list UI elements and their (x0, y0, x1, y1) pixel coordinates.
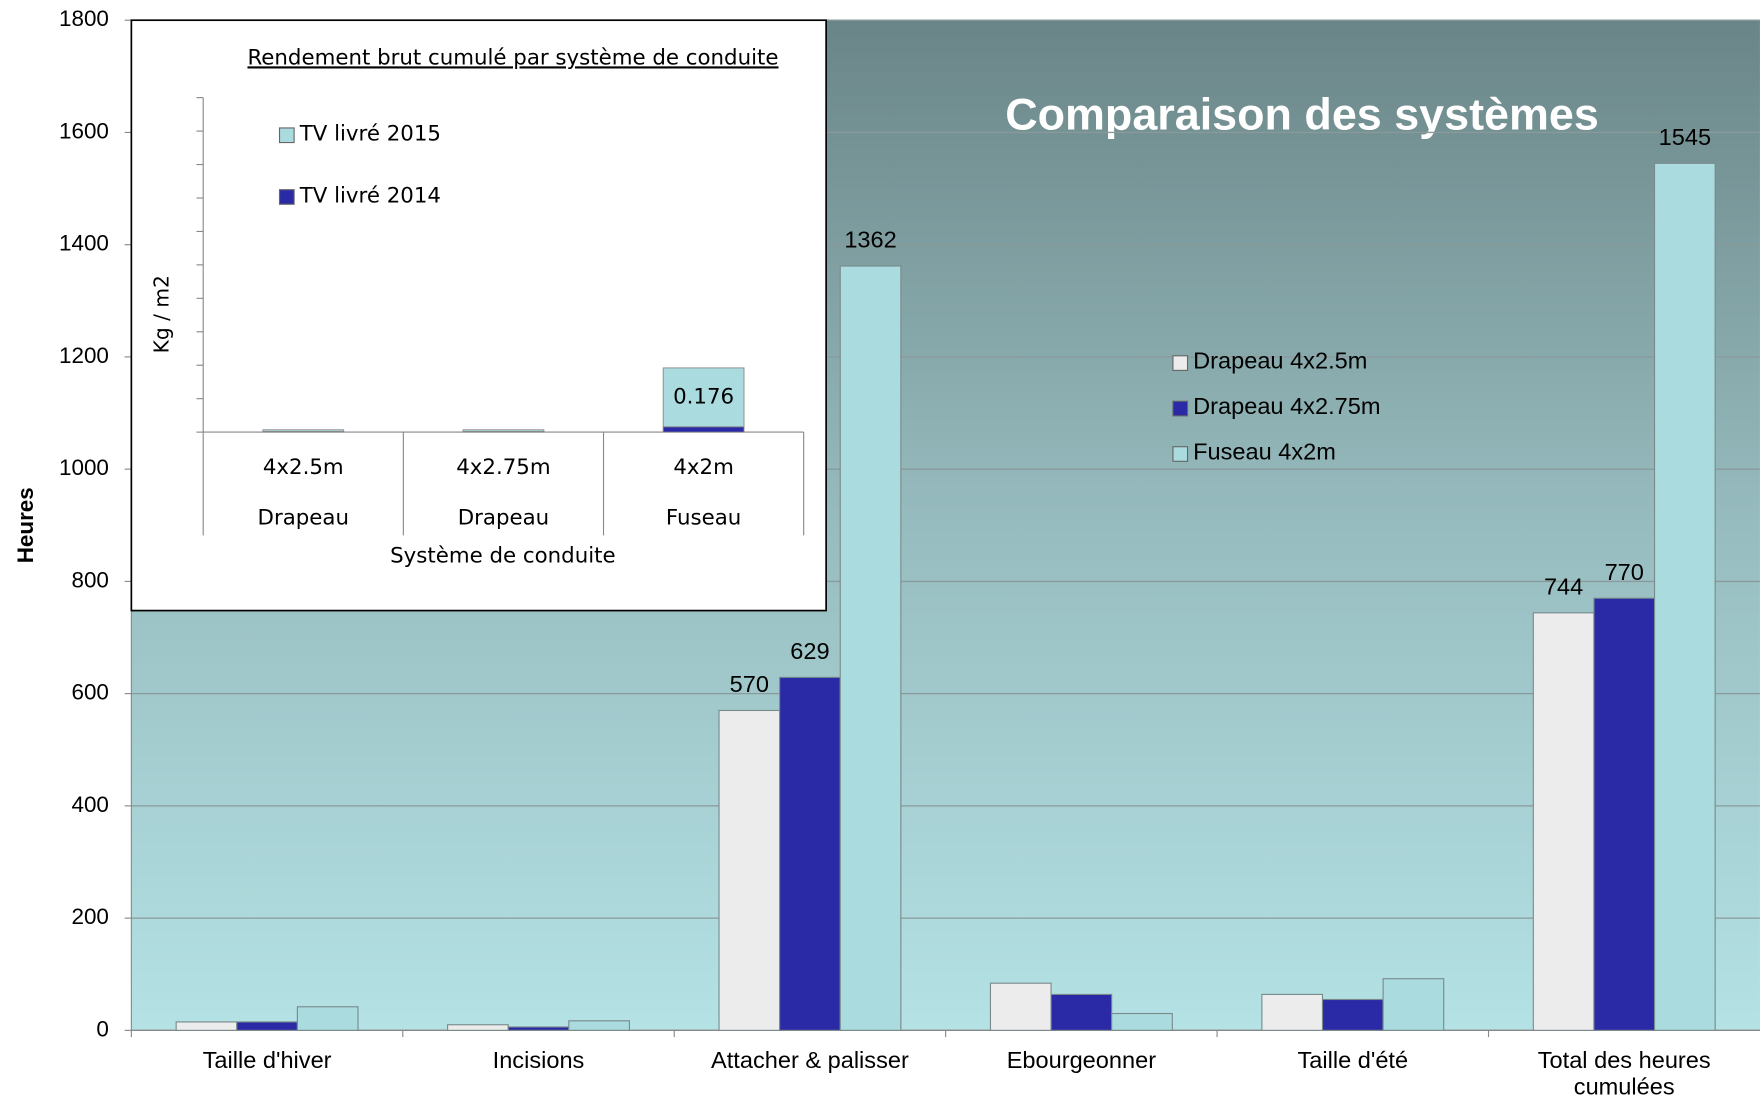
x-tick-label: Attacher & palisser (711, 1047, 909, 1073)
bar (839, 265, 902, 1031)
legend-swatch (1172, 400, 1189, 417)
x-tick-label: Ebourgeonner (1007, 1047, 1157, 1073)
data-label: 1362 (844, 227, 896, 253)
data-label: 770 (1605, 559, 1644, 585)
y-tick-label: 800 (71, 567, 108, 592)
inset-legend-label: TV livré 2014 (299, 183, 441, 208)
y-tick-label: 0 (96, 1016, 108, 1041)
bar (1050, 993, 1113, 1031)
legend-label: Drapeau 4x2.75m (1193, 393, 1380, 419)
x-tick-label: Taille d'été (1298, 1047, 1409, 1073)
inset-legend-swatch (278, 189, 295, 205)
inset-x-tick-label: 4x2m (673, 455, 733, 480)
bar (1321, 998, 1384, 1031)
x-tick-label: Incisions (493, 1047, 585, 1073)
inset-background (130, 19, 827, 612)
bar (507, 1026, 570, 1031)
inset-data-label: 0.176 (673, 384, 734, 409)
bar (1593, 597, 1656, 1031)
y-axis-label: Heures (13, 487, 38, 563)
bar (989, 982, 1052, 1031)
inset-x-tick-label: Drapeau (458, 506, 549, 531)
inset-x-tick-label: Drapeau (258, 506, 349, 531)
inset-bar-segment (462, 429, 545, 432)
inset-x-tick-label: 4x2.5m (263, 455, 344, 480)
inset-y-label: Kg / m2 (149, 275, 173, 353)
x-tick-label: Taille d'hiver (203, 1047, 332, 1073)
y-tick-label: 1200 (59, 343, 109, 368)
inset-x-tick-label: 4x2.75m (456, 455, 550, 480)
bar (718, 709, 781, 1031)
bar (779, 676, 841, 1031)
chart-title: Comparaison des systèmes (1005, 89, 1599, 140)
inset-bar-segment (662, 426, 745, 433)
inset-bar-segment (662, 367, 745, 428)
bar (1653, 162, 1716, 1031)
bar (1382, 978, 1445, 1031)
data-label: 1545 (1659, 124, 1711, 150)
bar (568, 1020, 630, 1031)
inset-chart: Rendement brut cumulé par système de con… (130, 19, 827, 612)
bar (236, 1021, 298, 1031)
data-label: 744 (1544, 573, 1583, 599)
inset-x-label: Système de conduite (390, 544, 615, 569)
y-tick-label: 1000 (59, 455, 109, 480)
bar (175, 1021, 238, 1031)
y-tick-label: 200 (71, 904, 108, 929)
data-label: 570 (730, 671, 769, 697)
inset-legend-label: TV livré 2015 (299, 122, 441, 147)
inset-title: Rendement brut cumulé par système de con… (247, 45, 778, 70)
bar (1532, 612, 1595, 1031)
y-tick-label: 1600 (59, 118, 109, 143)
y-tick-label: 400 (71, 792, 108, 817)
inset-x-tick-label: Fuseau (666, 506, 741, 531)
bar (1111, 1012, 1173, 1031)
bar (296, 1006, 359, 1031)
x-tick-label: Total des heures cumulées (1538, 1047, 1711, 1100)
legend-label: Fuseau 4x2m (1193, 439, 1336, 465)
legend-swatch (1172, 355, 1189, 371)
y-tick-label: 600 (71, 680, 108, 705)
data-label: 629 (790, 638, 829, 664)
bar (1261, 993, 1324, 1031)
y-tick-label: 1400 (59, 231, 109, 256)
bar (447, 1024, 509, 1031)
y-tick-label: 1800 (59, 6, 109, 31)
inset-bar-segment (262, 429, 345, 432)
inset-legend-swatch (278, 127, 295, 144)
legend-label: Drapeau 4x2.5m (1193, 348, 1367, 374)
legend-swatch (1172, 446, 1189, 462)
